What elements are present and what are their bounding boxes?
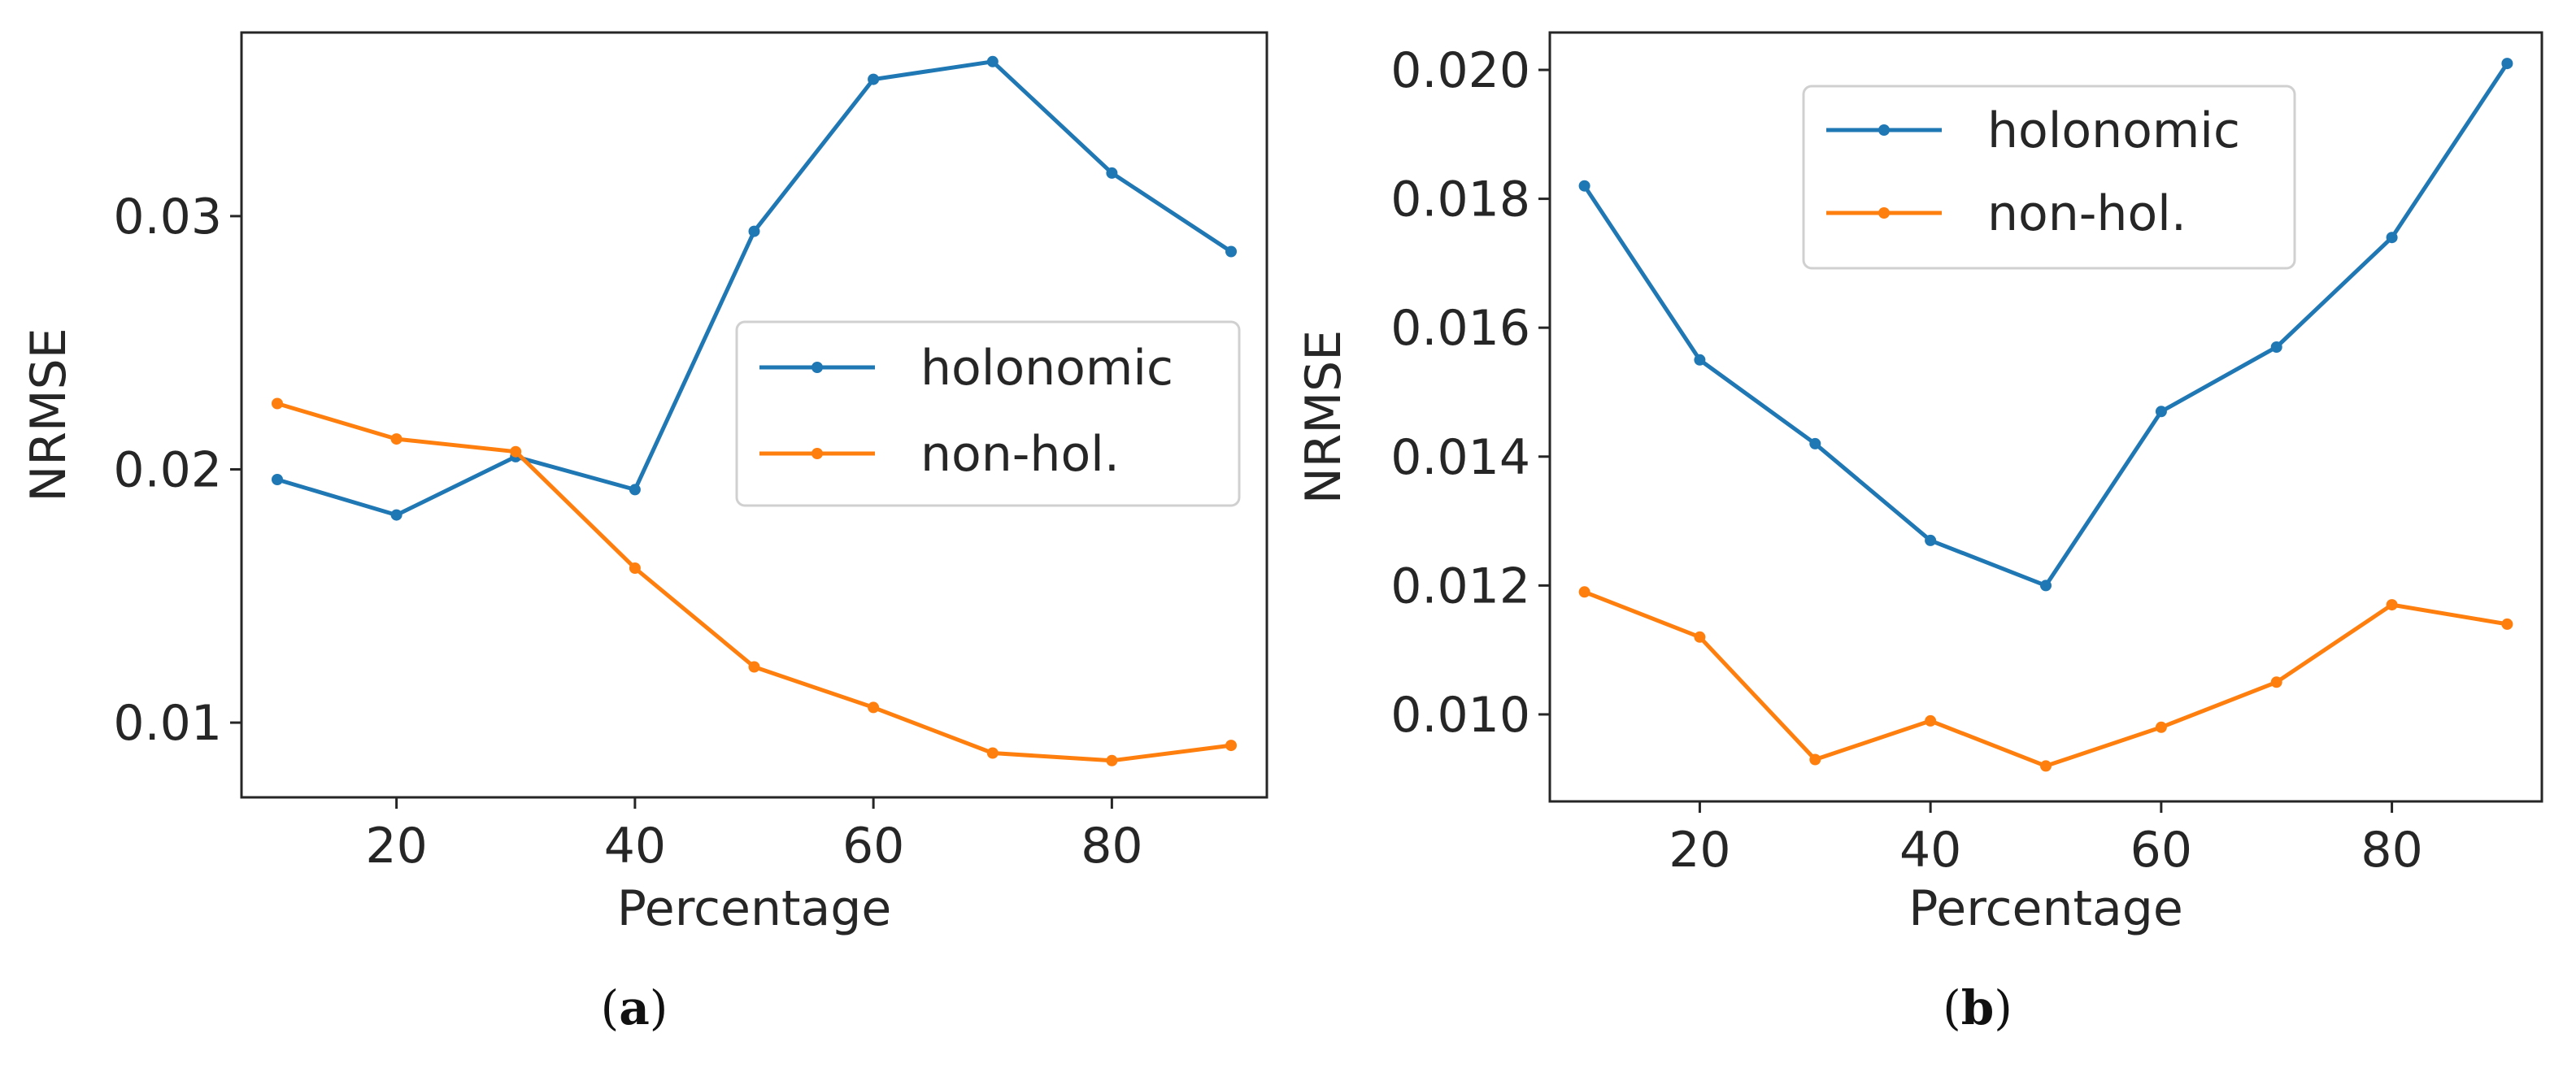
y-tick-label: 0.03 (113, 189, 222, 245)
series-line-nonhol (1582, 589, 2509, 768)
chart-panel-b: 20 40 60 80 0.010 0.012 0.014 0.016 0.018 0.020 Pe… (1295, 31, 2543, 1035)
y-tick-label: 0.012 (1390, 558, 1530, 614)
x-tick-label: 80 (1081, 818, 1142, 875)
data-point (2040, 760, 2052, 772)
y-axis-label: NRMSE (1295, 330, 1352, 504)
data-point (2501, 618, 2513, 630)
data-point (1225, 245, 1237, 258)
x-tick-label: 20 (365, 818, 427, 875)
data-point (390, 509, 402, 521)
legend-label: non-hol. (920, 426, 1120, 483)
data-point (1106, 167, 1118, 179)
y-tick-label: 0.018 (1390, 171, 1530, 228)
data-point (510, 445, 522, 458)
x-tick-label: 40 (604, 818, 666, 875)
plot-frame (240, 31, 1268, 799)
data-point (390, 433, 402, 445)
y-tick-label: 0.014 (1390, 429, 1530, 486)
data-point (2501, 58, 2513, 70)
data-point (868, 701, 880, 714)
data-point (272, 474, 283, 485)
y-axis-label: NRMSE (20, 328, 77, 501)
x-axis-label: Percentage (1908, 880, 2183, 937)
data-point (1225, 740, 1237, 752)
y-tick-label: 0.016 (1390, 300, 1530, 357)
data-point (748, 225, 760, 237)
data-point (1809, 437, 1821, 449)
data-point (2155, 406, 2167, 418)
legend-label: holonomic (1987, 102, 2240, 159)
data-point (2386, 232, 2398, 244)
y-tick-label: 0.01 (113, 695, 222, 752)
data-point (1694, 631, 1706, 643)
data-point (2155, 721, 2167, 733)
data-point (1578, 586, 1590, 598)
y-tick-label: 0.010 (1390, 687, 1530, 744)
data-point (1925, 714, 1937, 727)
data-point (2040, 580, 2052, 592)
data-point (1809, 753, 1821, 766)
data-point (868, 73, 880, 85)
x-tick-label: 80 (2361, 822, 2422, 879)
data-point (1578, 180, 1590, 192)
y-tick-label: 0.020 (1390, 42, 1530, 99)
x-tick-label: 60 (2130, 822, 2192, 879)
panel-caption: (a) (601, 980, 668, 1035)
plot-frame (1548, 31, 2543, 803)
legend-label: non-hol. (1987, 185, 2187, 242)
data-point (1925, 534, 1937, 546)
legend-marker (812, 448, 823, 459)
x-tick-label: 60 (842, 818, 904, 875)
data-point (748, 661, 760, 673)
x-axis-label: Percentage (617, 880, 892, 937)
data-point (2386, 599, 2398, 611)
chart-panel-a: 20 40 60 80 0.01 0.02 0.03 Percentage NRMSE holon… (20, 31, 1268, 1035)
data-point (986, 55, 999, 67)
y-tick-label: 0.02 (113, 441, 222, 498)
panel-caption: (b) (1943, 980, 2012, 1035)
data-point (629, 562, 641, 574)
data-point (1106, 754, 1118, 766)
x-tick-label: 20 (1669, 822, 1730, 879)
data-point (2270, 676, 2282, 688)
legend: holonomic non-hol. (1802, 85, 2296, 270)
legend-marker (1878, 124, 1890, 136)
data-point (1694, 354, 1706, 366)
data-point (2270, 341, 2282, 353)
legend-marker (812, 362, 823, 373)
legend: holonomic non-hol. (735, 320, 1241, 507)
data-point (272, 397, 283, 410)
data-point (629, 484, 641, 496)
legend-marker (1878, 207, 1890, 219)
legend-label: holonomic (920, 340, 1173, 397)
x-tick-label: 40 (1899, 822, 1961, 879)
data-point (986, 747, 999, 759)
